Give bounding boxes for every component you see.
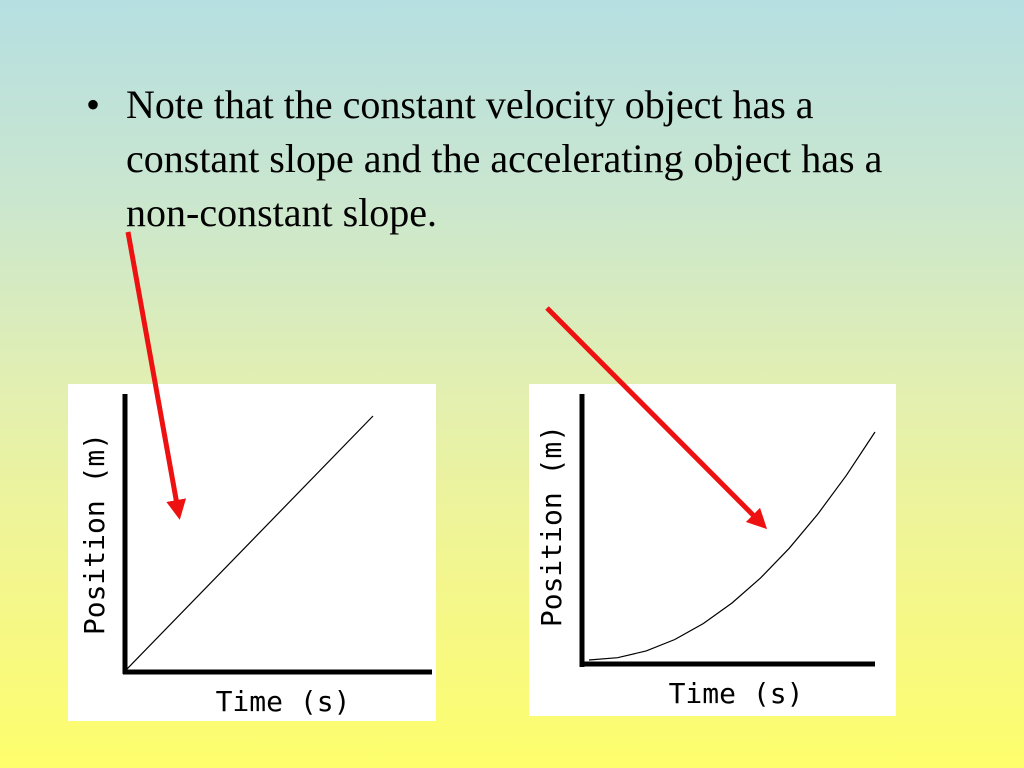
- series-line: [588, 431, 876, 661]
- bullet-text: Note that the constant velocity object h…: [126, 82, 883, 235]
- accelerating-plot: Time (s) Position (m): [535, 394, 876, 710]
- y-axis-label: Position (m): [78, 433, 111, 635]
- series-line: [125, 415, 374, 671]
- constant-velocity-plot: Time (s) Position (m): [78, 394, 432, 718]
- bullet-list: • Note that the constant velocity object…: [86, 78, 966, 240]
- bullet-marker: •: [86, 82, 101, 127]
- y-axis-label: Position (m): [535, 425, 568, 627]
- x-axis-label: Time (s): [669, 677, 804, 710]
- constant-velocity-chart: Time (s) Position (m): [68, 384, 436, 721]
- bullet-item: • Note that the constant velocity object…: [86, 78, 966, 240]
- x-axis-label: Time (s): [216, 685, 351, 718]
- accelerating-chart: Time (s) Position (m): [529, 384, 896, 716]
